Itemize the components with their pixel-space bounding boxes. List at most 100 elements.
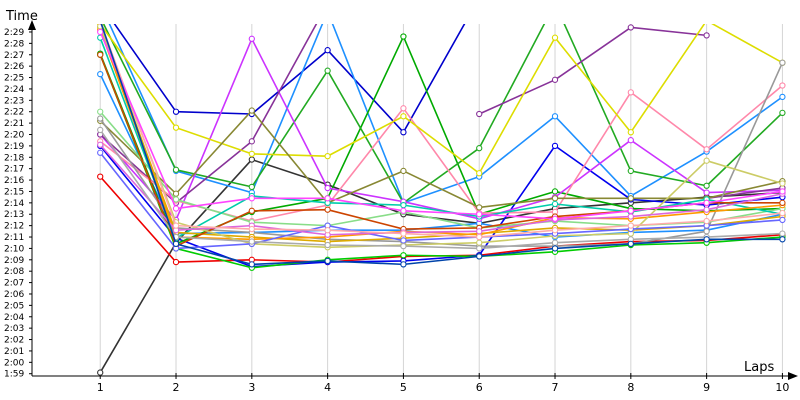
data-point — [703, 199, 710, 206]
data-point — [779, 230, 786, 237]
series-27 — [97, 28, 786, 222]
data-point — [172, 108, 180, 115]
data-point — [551, 239, 559, 246]
series-line — [99, 37, 783, 239]
data-point — [551, 245, 559, 252]
data-point — [779, 188, 786, 195]
data-point — [627, 137, 634, 144]
data-point — [779, 199, 786, 206]
series-line — [99, 152, 783, 250]
y-tick-label: 2:11 — [4, 233, 24, 243]
y-tick-label: 2:17 — [4, 165, 24, 175]
series-28 — [98, 18, 786, 268]
data-point — [779, 109, 786, 117]
y-tick-label: 2:06 — [4, 290, 24, 300]
x-tick-label: 4 — [324, 381, 331, 394]
data-point — [248, 261, 255, 268]
data-point — [172, 166, 180, 173]
data-point — [400, 252, 407, 259]
data-point — [552, 1, 557, 6]
y-tick-label: 2:21 — [4, 119, 24, 129]
series-14 — [97, 18, 786, 177]
data-point — [476, 211, 483, 218]
y-tick-label: 2:01 — [4, 347, 24, 357]
y-tick-label: 2:13 — [4, 210, 24, 220]
data-point — [400, 33, 407, 40]
x-tick-label: 10 — [775, 381, 789, 394]
data-point — [248, 138, 255, 145]
y-tick-label: 2:20 — [4, 130, 24, 140]
series-11 — [97, 1, 710, 206]
data-point — [704, 18, 709, 23]
data-point — [248, 207, 255, 214]
data-point — [779, 209, 786, 217]
x-tick-label: 5 — [400, 381, 407, 394]
data-point — [400, 207, 407, 214]
data-point — [551, 227, 559, 234]
y-tick-label: 2:24 — [4, 85, 24, 95]
y-tick-label: 2:04 — [4, 313, 24, 323]
series-line — [102, 24, 783, 204]
data-point — [324, 241, 331, 249]
y-tick-label: 2:26 — [4, 62, 24, 72]
series-line — [478, 26, 707, 115]
y-tick-label: 2:00 — [4, 358, 24, 368]
series-line — [99, 158, 783, 373]
data-point — [476, 228, 483, 235]
data-point — [97, 70, 104, 78]
data-point — [400, 105, 407, 112]
y-tick-label: 2:09 — [4, 256, 24, 266]
y-tick-label: 2:23 — [4, 96, 24, 106]
data-point — [627, 213, 634, 220]
x-tick-label: 1 — [97, 381, 104, 394]
axes-layer: 1 2 3 4 5 6 7 8 9 101:592:002:012:022:032:042:052… — [4, 20, 798, 394]
series-line — [99, 31, 783, 220]
y-tick-label: 2:19 — [4, 142, 24, 152]
data-point — [779, 82, 786, 89]
data-point — [779, 93, 786, 101]
y-tick-label: 2:07 — [4, 279, 24, 289]
data-point — [627, 222, 634, 229]
data-point — [476, 239, 483, 246]
series-line — [100, 24, 783, 266]
data-point — [779, 216, 786, 224]
data-point — [248, 107, 255, 114]
data-point — [324, 152, 331, 160]
data-point — [703, 146, 710, 153]
data-point — [703, 157, 710, 164]
y-tick-label: 2:15 — [4, 187, 24, 197]
data-point — [248, 238, 255, 245]
x-tick-label: 9 — [703, 381, 710, 394]
data-point — [325, 9, 330, 14]
x-tick-label: 6 — [476, 381, 483, 394]
y-axis-title: Time — [5, 9, 38, 24]
data-point — [703, 206, 710, 213]
data-point — [703, 236, 710, 243]
data-point — [551, 76, 559, 83]
data-point — [551, 200, 559, 208]
data-point — [400, 201, 407, 209]
x-tick-label: 7 — [552, 381, 559, 394]
data-point — [703, 228, 710, 235]
data-point — [172, 222, 180, 229]
data-point — [98, 1, 103, 6]
data-point — [627, 24, 634, 31]
data-point — [325, 1, 330, 6]
y-tick-label: 2:14 — [4, 199, 24, 209]
data-point — [248, 225, 255, 233]
data-point — [400, 129, 407, 136]
data-point — [98, 18, 103, 23]
data-point — [248, 183, 255, 191]
data-point — [703, 32, 710, 39]
data-point — [324, 184, 331, 192]
series-line — [113, 24, 466, 134]
data-point — [97, 108, 104, 115]
data-point — [476, 253, 483, 260]
data-point — [400, 242, 407, 250]
data-point — [324, 47, 331, 54]
y-tick-label: 2:22 — [4, 108, 24, 118]
data-point — [324, 67, 331, 74]
series-line — [99, 24, 318, 204]
y-tick-label: 2:03 — [4, 324, 24, 334]
y-tick-label: 2:05 — [4, 301, 24, 311]
